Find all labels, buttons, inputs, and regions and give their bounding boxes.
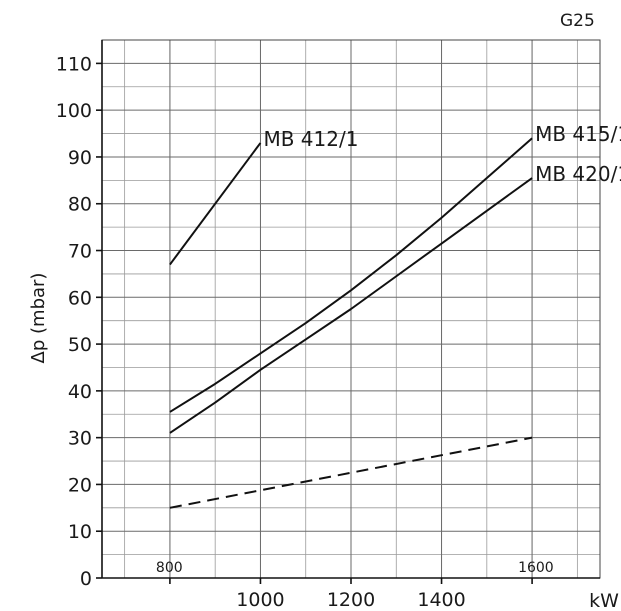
series-line-mb-412-1 (169, 142, 262, 266)
y-tick-label: 10 (68, 521, 92, 543)
axes (96, 39, 601, 584)
x-tick-label: 1000 (236, 589, 284, 611)
series-label: MB 415/1 (535, 122, 621, 146)
series-line-mb-415-1 (169, 137, 533, 413)
series-label: MB 412/1 (263, 127, 358, 151)
corner-label: G25 (560, 11, 595, 31)
major-grid (102, 40, 600, 578)
y-tick-label: 90 (68, 147, 92, 169)
x-tick-label: 1400 (417, 589, 465, 611)
series-labels: MB 412/1 MB 415/1 MB 420/1 (263, 122, 621, 186)
x-inside-tick-label: 800 (156, 560, 183, 576)
y-tick-label: 100 (56, 100, 92, 122)
x-inside-tick-label: 1600 (518, 560, 554, 576)
y-tick-label: 60 (68, 287, 92, 309)
y-tick-label: 20 (68, 474, 92, 496)
y-axis-label: Δp (mbar) (28, 273, 49, 364)
y-tick-label: 110 (56, 53, 92, 75)
x-axis-unit: kW (589, 590, 619, 611)
y-tick-label: 50 (68, 334, 92, 356)
series-label: MB 420/1 (535, 162, 621, 186)
series-line-dashed (169, 436, 533, 509)
y-tick-label: 80 (68, 194, 92, 216)
x-tick-label: 1200 (327, 589, 375, 611)
y-tick-labels: 0 10 20 30 40 50 60 70 80 90 100 110 (56, 53, 92, 590)
y-tick-label: 70 (68, 241, 92, 263)
y-tick-label: 30 (68, 428, 92, 450)
y-tick-label: 40 (68, 381, 92, 403)
x-tick-labels: 1000 1200 1400 800 1600 (156, 560, 554, 611)
y-tick-label: 0 (80, 568, 92, 590)
series-line-mb-420-1 (169, 177, 533, 434)
series-lines (169, 137, 533, 509)
